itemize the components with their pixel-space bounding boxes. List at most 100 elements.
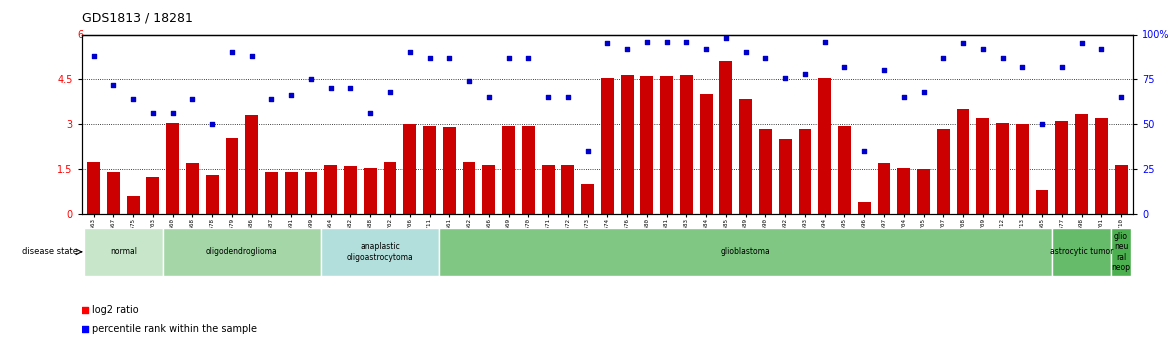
Text: disease state: disease state: [22, 247, 78, 256]
Point: [875, 68, 894, 73]
Point: [479, 95, 498, 100]
Point: [1112, 95, 1131, 100]
Bar: [759, 129, 772, 214]
Text: percentile rank within the sample: percentile rank within the sample: [92, 325, 257, 334]
Bar: [640, 76, 653, 214]
Point: [164, 111, 182, 116]
Text: oligodendroglioma: oligodendroglioma: [206, 247, 278, 256]
Bar: [542, 165, 555, 214]
Bar: [700, 94, 712, 214]
Point: [84, 53, 103, 59]
Bar: [660, 76, 673, 214]
Point: [499, 55, 517, 61]
Bar: [245, 115, 258, 214]
Point: [558, 95, 577, 100]
Bar: [877, 163, 890, 214]
Point: [736, 50, 755, 55]
Point: [934, 55, 953, 61]
Bar: [383, 161, 396, 214]
Point: [795, 71, 814, 77]
Bar: [1056, 121, 1069, 214]
Point: [835, 64, 854, 70]
Bar: [363, 168, 376, 214]
Point: [578, 148, 597, 154]
Bar: [126, 196, 139, 214]
Point: [638, 39, 656, 45]
Point: [301, 77, 320, 82]
Point: [281, 93, 300, 98]
Bar: [186, 163, 199, 214]
Bar: [857, 202, 870, 214]
Point: [895, 95, 913, 100]
Point: [717, 35, 736, 41]
Bar: [206, 175, 218, 214]
Point: [124, 96, 142, 102]
Bar: [582, 184, 595, 214]
Text: glio
neu
ral
neop: glio neu ral neop: [1112, 232, 1131, 272]
Bar: [602, 78, 613, 214]
Bar: [423, 126, 436, 214]
Bar: [819, 78, 832, 214]
Bar: [937, 129, 950, 214]
Bar: [482, 165, 495, 214]
Bar: [562, 165, 575, 214]
Bar: [325, 165, 338, 214]
Bar: [439, 228, 1052, 276]
Point: [973, 46, 992, 52]
Point: [954, 41, 973, 46]
Bar: [107, 172, 120, 214]
Point: [262, 96, 280, 102]
Point: [1072, 41, 1091, 46]
Bar: [957, 109, 969, 214]
Point: [697, 46, 716, 52]
Point: [756, 55, 774, 61]
Text: 6: 6: [77, 30, 84, 39]
Bar: [976, 118, 989, 214]
Point: [183, 96, 202, 102]
Bar: [285, 172, 298, 214]
Bar: [345, 166, 357, 214]
Point: [361, 111, 380, 116]
Bar: [321, 228, 439, 276]
Bar: [1016, 124, 1029, 214]
Point: [1052, 64, 1071, 70]
Point: [855, 148, 874, 154]
Point: [1092, 46, 1111, 52]
Point: [776, 75, 794, 80]
Text: normal: normal: [110, 247, 137, 256]
Text: astrocytic tumor: astrocytic tumor: [1050, 247, 1113, 256]
Bar: [443, 127, 456, 214]
Point: [440, 55, 459, 61]
Bar: [1111, 228, 1131, 276]
Point: [993, 55, 1011, 61]
Bar: [719, 61, 732, 214]
Point: [598, 41, 617, 46]
Bar: [146, 177, 159, 214]
Point: [144, 111, 162, 116]
Bar: [463, 161, 475, 214]
Bar: [1094, 118, 1107, 214]
Bar: [680, 75, 693, 214]
Point: [104, 82, 123, 88]
Point: [341, 86, 360, 91]
Bar: [502, 126, 515, 214]
Bar: [225, 138, 238, 214]
Bar: [839, 126, 851, 214]
Point: [391, 205, 410, 210]
Point: [1033, 121, 1051, 127]
Bar: [84, 228, 162, 276]
Point: [618, 46, 637, 52]
Text: glioblastoma: glioblastoma: [721, 247, 771, 256]
Text: GDS1813 / 18281: GDS1813 / 18281: [82, 11, 193, 24]
Point: [1013, 64, 1031, 70]
Bar: [996, 123, 1009, 214]
Bar: [162, 228, 321, 276]
Point: [658, 39, 676, 45]
Text: anaplastic
oligoastrocytoma: anaplastic oligoastrocytoma: [347, 242, 413, 262]
Bar: [739, 99, 752, 214]
Point: [815, 39, 834, 45]
Point: [420, 55, 439, 61]
Bar: [1076, 114, 1089, 214]
Point: [381, 89, 399, 95]
Point: [519, 55, 537, 61]
